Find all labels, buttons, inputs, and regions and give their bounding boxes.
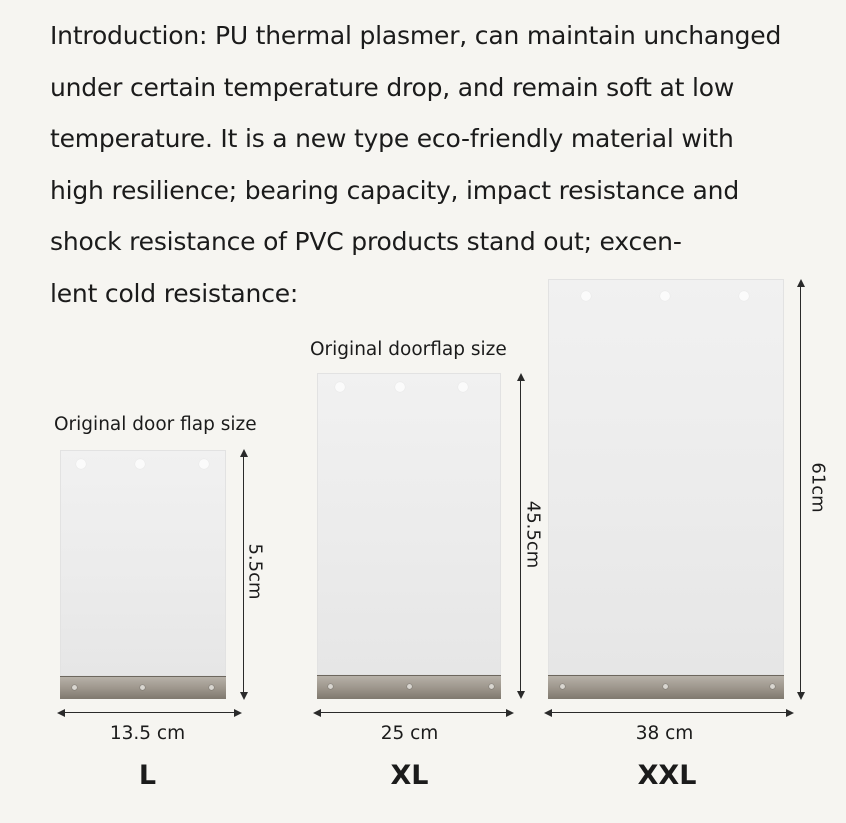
- intro-line: temperature. It is a new type eco-friend…: [50, 124, 734, 153]
- flap-xl-size-label: XL: [390, 760, 429, 791]
- flap-xxl-mount-bar: [548, 675, 784, 699]
- bolt-icon: [489, 684, 494, 689]
- flap-l-width-label: 13.5 cm: [109, 723, 186, 744]
- flap-xl-height-arrow: [520, 379, 521, 692]
- flap-l-width-arrow: [64, 712, 234, 713]
- flap-l-mount-bar: [60, 676, 226, 699]
- arrow-left-icon: [544, 709, 552, 717]
- arrow-right-icon: [786, 709, 794, 717]
- hole-icon: [395, 382, 405, 392]
- flap-xl-panel: [317, 373, 501, 675]
- hole-icon: [76, 459, 86, 469]
- bolt-icon: [560, 684, 565, 689]
- bolt-icon: [209, 685, 214, 690]
- arrow-right-icon: [506, 709, 514, 717]
- flap-l-caption: Original door flap size: [54, 414, 257, 435]
- flap-xl-caption: Original doorflap size: [310, 339, 507, 360]
- arrow-up-icon: [240, 449, 248, 457]
- flap-xxl-width-label: 38 cm: [635, 723, 694, 744]
- flap-xxl-height-label: 61cm: [807, 462, 829, 513]
- flap-xxl-width-arrow: [551, 712, 786, 713]
- flap-l-height-arrow: [243, 455, 244, 693]
- intro-paragraph: Introduction: PU thermal plasmer, can ma…: [50, 10, 830, 319]
- flap-xl-width-label: 25 cm: [380, 723, 439, 744]
- intro-line: lent cold resistance:: [50, 278, 299, 308]
- hole-icon: [199, 459, 209, 469]
- hole-icon: [660, 291, 670, 301]
- arrow-left-icon: [57, 709, 65, 717]
- arrow-down-icon: [517, 691, 525, 699]
- intro-line: high resilience; bearing capacity, impac…: [50, 175, 739, 205]
- flap-xxl-size-label: XXL: [637, 760, 697, 791]
- hole-icon: [739, 291, 749, 301]
- arrow-down-icon: [240, 692, 248, 700]
- flap-xl-height-label: 45.5cm: [522, 500, 544, 569]
- arrow-down-icon: [797, 692, 805, 700]
- bolt-icon: [140, 685, 145, 690]
- intro-line: Introduction: PU thermal plasmer, can ma…: [50, 21, 782, 50]
- arrow-left-icon: [313, 709, 321, 717]
- bolt-icon: [770, 684, 775, 689]
- hole-icon: [335, 382, 345, 392]
- intro-line: under certain temperature drop, and rema…: [50, 72, 735, 102]
- flap-xxl-panel: [548, 279, 784, 675]
- hole-icon: [135, 459, 145, 469]
- flap-xl-mount-bar: [317, 675, 501, 699]
- bolt-icon: [407, 684, 412, 689]
- flap-l-panel: [60, 450, 226, 676]
- flap-xl-width-arrow: [320, 712, 506, 713]
- bolt-icon: [663, 684, 668, 689]
- flap-xxl-height-arrow: [800, 285, 801, 693]
- arrow-up-icon: [517, 373, 525, 381]
- hole-icon: [581, 291, 591, 301]
- intro-line: shock resistance of PVC products stand o…: [50, 227, 682, 256]
- arrow-up-icon: [797, 279, 805, 287]
- bolt-icon: [328, 684, 333, 689]
- flap-l-height-label: 5.5cm: [244, 543, 266, 600]
- hole-icon: [458, 382, 468, 392]
- arrow-right-icon: [234, 709, 242, 717]
- flap-l-size-label: L: [138, 760, 157, 791]
- bolt-icon: [72, 685, 77, 690]
